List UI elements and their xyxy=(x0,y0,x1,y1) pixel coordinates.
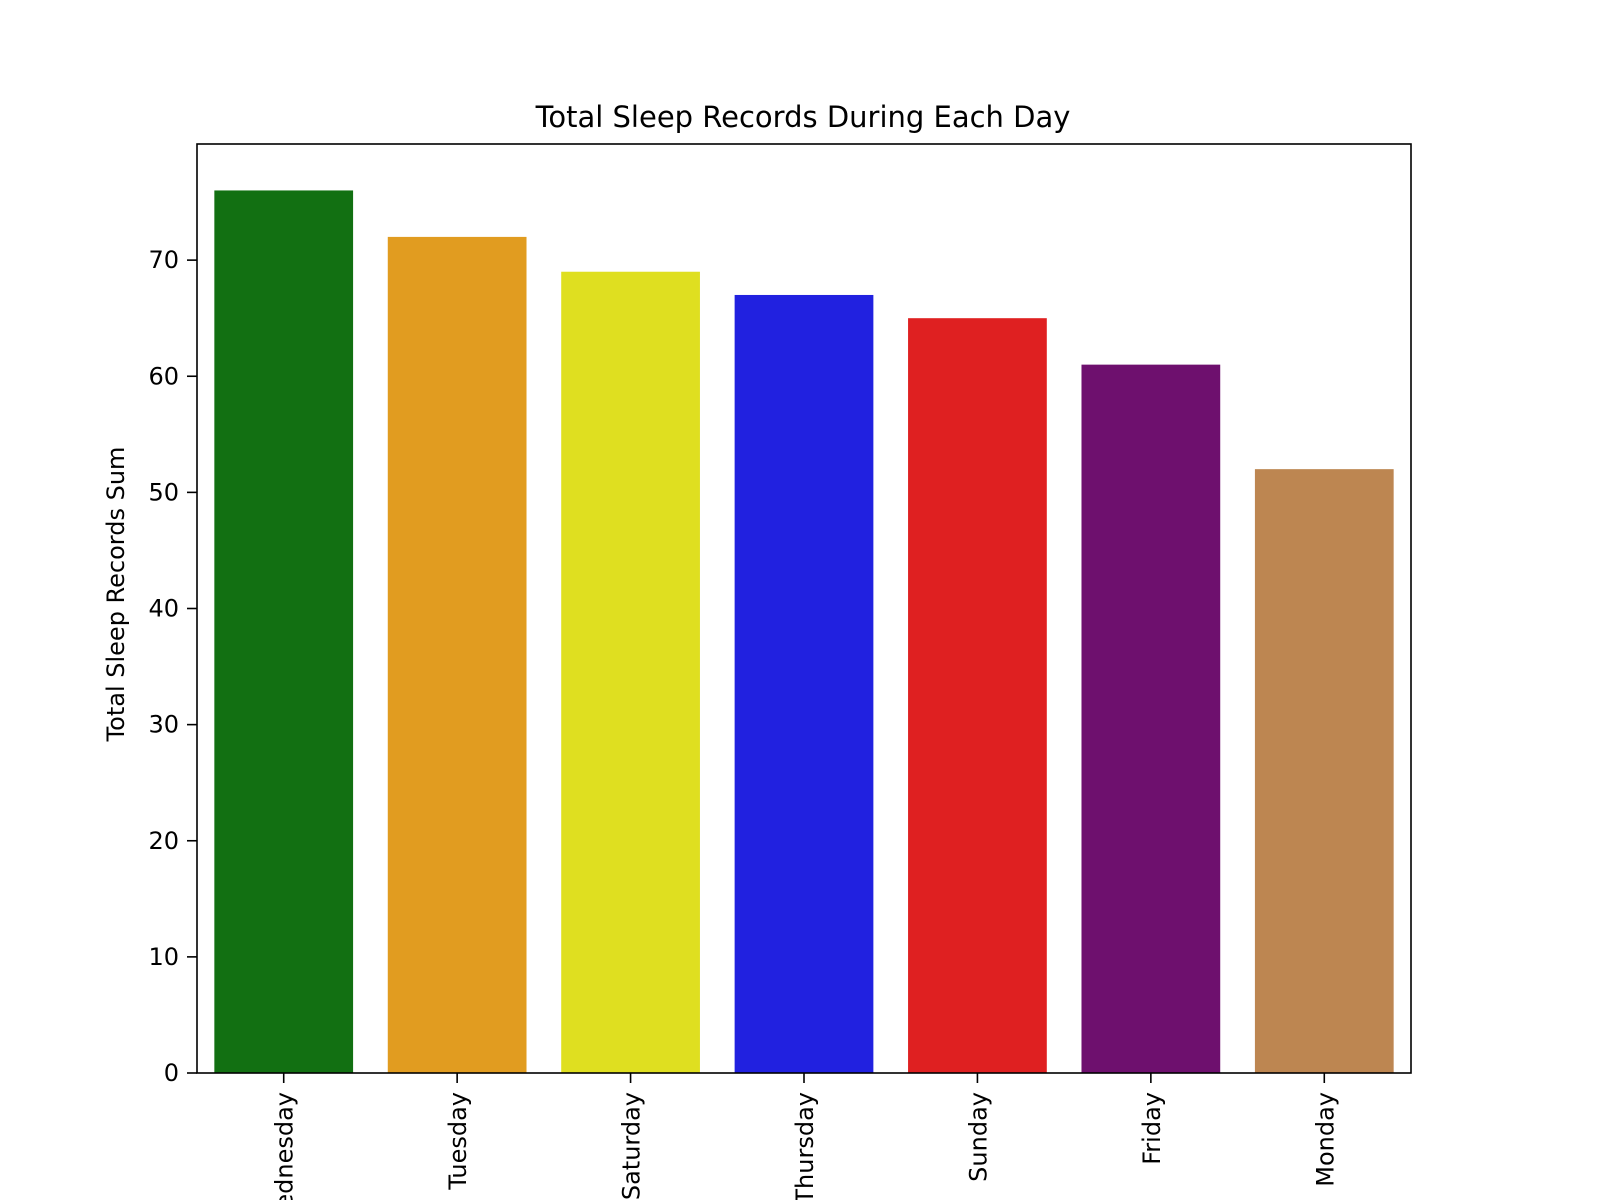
plot-frame xyxy=(196,143,1412,1074)
bar-series xyxy=(214,190,1394,1073)
bar-saturday xyxy=(561,271,700,1073)
x-axis: Wednesday Tuesday Saturday Thursday Sunday Fr… xyxy=(271,1073,1339,1204)
x-tick-label: Tuesday xyxy=(444,1092,472,1191)
y-tick-label: 50 xyxy=(148,478,179,506)
x-tick-label: Friday xyxy=(1138,1092,1166,1165)
y-tick-label: 70 xyxy=(148,246,179,274)
y-tick-label: 0 xyxy=(164,1059,179,1087)
bar-sunday xyxy=(908,318,1047,1073)
y-tick-label: 60 xyxy=(148,362,179,390)
bar-thursday xyxy=(734,294,874,1073)
y-tick-label: 30 xyxy=(148,711,179,739)
x-tick-label: Saturday xyxy=(618,1092,646,1200)
y-axis-title: Total Sleep Records Sum xyxy=(102,447,130,743)
x-tick-label: Sunday xyxy=(964,1092,992,1182)
x-tick-label: Thursday xyxy=(791,1092,819,1200)
bar-wednesday xyxy=(214,190,354,1073)
x-tick-label: Monday xyxy=(1311,1092,1339,1187)
y-tick-label: 10 xyxy=(148,943,179,971)
bar-tuesday xyxy=(387,236,527,1073)
bar-friday xyxy=(1081,364,1221,1073)
bar-monday xyxy=(1254,469,1394,1073)
x-tick-label: Wednesday xyxy=(271,1092,299,1200)
chart-title: Total Sleep Records During Each Day xyxy=(535,100,1071,134)
y-axis: 0 10 20 30 40 50 60 70 xyxy=(148,246,197,1087)
y-tick-label: 20 xyxy=(148,827,179,855)
y-tick-label: 40 xyxy=(148,595,179,623)
